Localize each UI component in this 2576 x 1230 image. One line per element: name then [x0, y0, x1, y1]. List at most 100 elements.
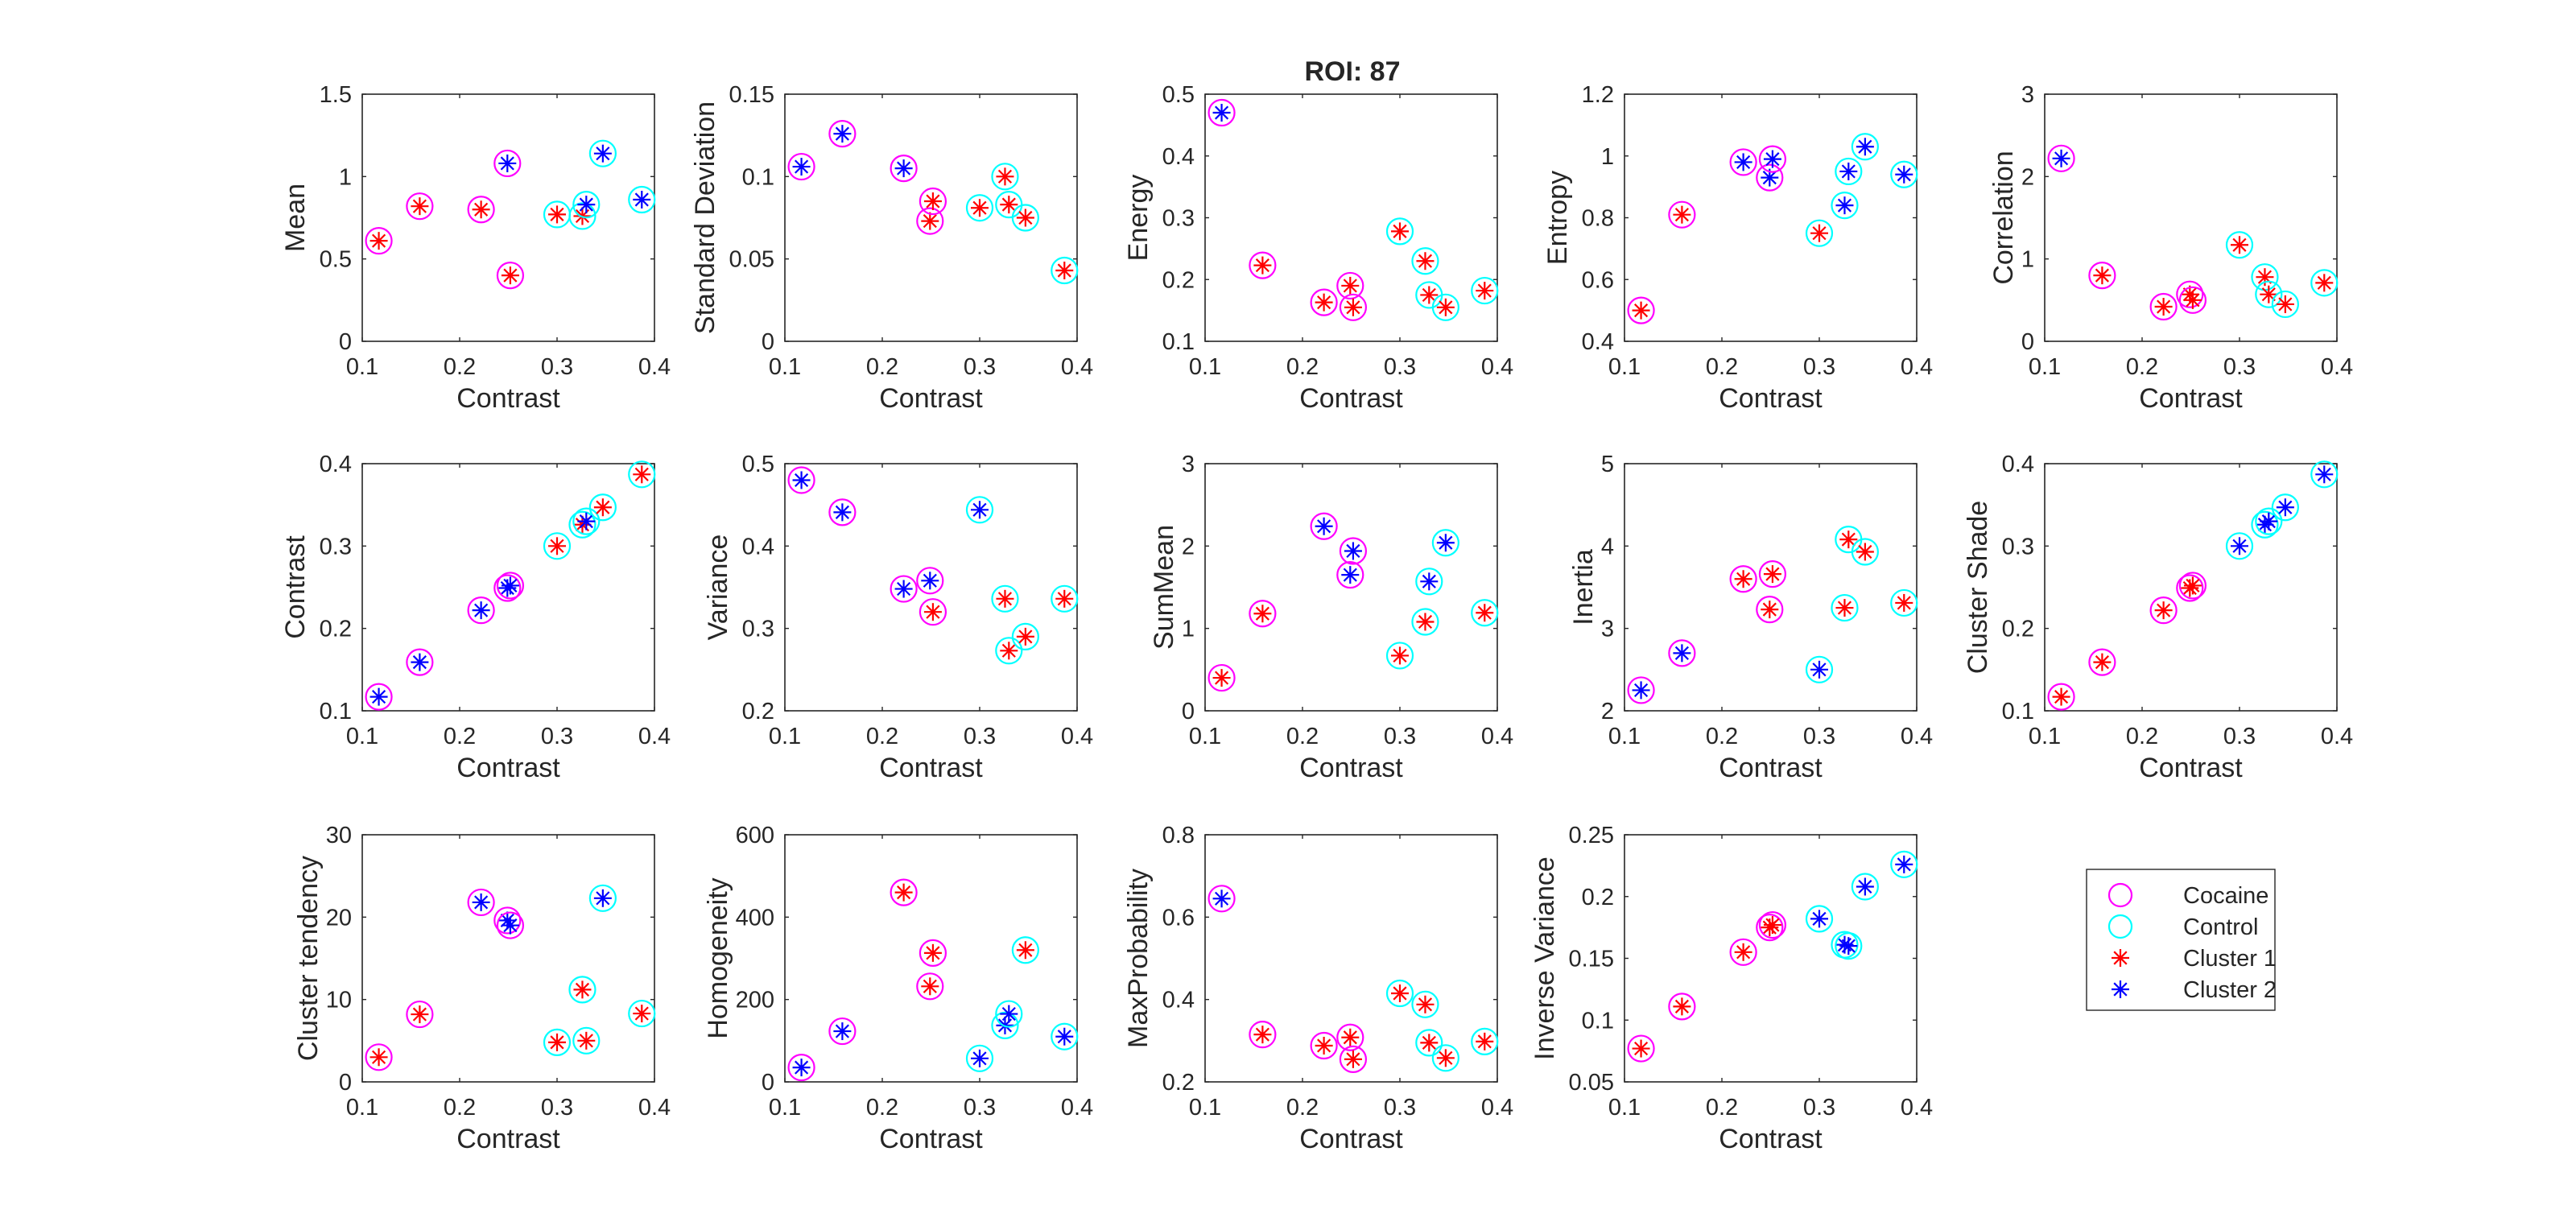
- point-cocaine-circle: [890, 575, 918, 603]
- y-tick-label: 3: [2021, 82, 2034, 108]
- y-axis-label: Correlation: [1988, 151, 2019, 284]
- point-cocaine-circle: [916, 567, 944, 595]
- legend-item-control: Control: [2107, 914, 2259, 940]
- point-cluster1-asterisk: [1673, 205, 1691, 224]
- y-tick-label: 200: [736, 988, 774, 1013]
- point-cluster2-asterisk: [792, 1059, 811, 1077]
- point-cocaine-circle: [406, 648, 434, 676]
- subplot-13: 0.1 0.2 0.3 0.40.20.40.60.8ContrastMaxProba…: [1123, 823, 1513, 1154]
- x-tick-label: 0.3: [1803, 1095, 1835, 1121]
- point-cocaine-circle: [496, 572, 525, 600]
- point-cocaine-circle: [828, 498, 857, 526]
- point-cluster2-asterisk: [472, 893, 490, 911]
- x-tick-label: 0.4: [2321, 354, 2353, 380]
- y-tick-label: 1: [1601, 144, 1614, 170]
- point-cluster1-asterisk: [1416, 995, 1435, 1013]
- point-cluster1-asterisk: [472, 200, 490, 219]
- point-control-circle: [965, 496, 994, 524]
- subplot-4: 0.1 0.2 0.3 0.4 0.4 0.6 0.8 1 1.2 Contrast Entropy: [1542, 82, 1933, 414]
- x-axis-label: Contrast: [879, 1124, 983, 1154]
- x-tick-label: 0.3: [1384, 724, 1416, 749]
- y-axis-label: Contrast: [280, 535, 311, 639]
- point-cluster1-asterisk: [1016, 941, 1034, 960]
- point-control-circle: [965, 1044, 994, 1072]
- legend-circle-marker: [2107, 914, 2133, 939]
- legend-label: Control: [2183, 914, 2259, 940]
- point-cluster1-asterisk: [633, 1005, 651, 1023]
- point-cluster1-asterisk: [1341, 1028, 1360, 1046]
- point-cluster2-asterisk: [2315, 465, 2334, 484]
- y-tick-label: 400: [736, 905, 774, 931]
- point-cluster1-asterisk: [1344, 1050, 1362, 1068]
- point-cluster1-asterisk: [1476, 604, 1494, 622]
- y-tick-label: 0.8: [1162, 823, 1195, 848]
- point-control-circle: [1385, 642, 1414, 670]
- point-control-circle: [1411, 608, 1439, 636]
- y-tick-label: 0: [762, 1070, 774, 1096]
- x-axis-label: Contrast: [456, 753, 560, 783]
- point-control-circle: [991, 584, 1019, 613]
- point-cluster1-asterisk: [1253, 256, 1272, 274]
- point-cluster2-asterisk: [921, 572, 939, 590]
- x-tick-label: 0.1: [346, 724, 378, 749]
- point-cocaine-circle: [1208, 98, 1236, 127]
- x-axis-label: Contrast: [1299, 753, 1403, 783]
- x-tick-label: 0.3: [964, 724, 996, 749]
- point-control-circle: [2271, 290, 2299, 319]
- x-axis-label: Contrast: [1719, 1124, 1823, 1154]
- y-tick-label: 0.4: [320, 452, 352, 477]
- point-cocaine-circle: [1310, 288, 1338, 316]
- point-cocaine-circle: [890, 878, 918, 906]
- point-control-circle: [1011, 622, 1039, 651]
- point-cluster1-asterisk: [2231, 236, 2248, 254]
- y-tick-label: 0.1: [742, 164, 774, 190]
- point-cocaine-circle: [467, 196, 495, 224]
- point-cocaine-circle: [916, 972, 944, 1001]
- point-cluster2-asterisk: [833, 125, 852, 143]
- point-cluster1-asterisk: [1632, 1039, 1650, 1058]
- point-cluster1-asterisk: [577, 1031, 596, 1050]
- x-axis-label: Contrast: [1299, 1124, 1403, 1154]
- point-cluster2-asterisk: [1315, 517, 1333, 535]
- point-cluster2-asterisk: [2231, 537, 2248, 555]
- point-cluster2-asterisk: [1436, 534, 1455, 552]
- axes-box: [1204, 93, 1498, 342]
- y-tick-label: 1.5: [320, 82, 352, 108]
- point-cluster1-asterisk: [369, 232, 388, 250]
- x-tick-label: 0.3: [2223, 354, 2256, 380]
- y-tick-label: 2: [1182, 534, 1195, 559]
- data-points: [1208, 885, 1499, 1073]
- y-tick-label: 0.5: [742, 452, 774, 477]
- point-cocaine-circle: [1756, 596, 1784, 624]
- point-cluster2-asterisk: [1673, 644, 1691, 662]
- point-cocaine-circle: [493, 906, 522, 935]
- point-control-circle: [2251, 510, 2279, 539]
- point-control-circle: [1011, 204, 1039, 232]
- point-cluster2-asterisk: [498, 911, 517, 930]
- point-cluster1-asterisk: [1391, 222, 1409, 241]
- point-cocaine-circle: [1729, 148, 1757, 176]
- point-cluster1-asterisk: [996, 167, 1014, 186]
- point-cocaine-circle: [919, 187, 947, 216]
- point-control-circle: [1835, 932, 1863, 960]
- point-cluster1-asterisk: [2052, 687, 2070, 706]
- point-cluster2-asterisk: [2260, 512, 2278, 530]
- point-cluster1-asterisk: [921, 977, 939, 996]
- point-cocaine-circle: [1208, 663, 1236, 692]
- point-cocaine-circle: [1627, 296, 1655, 324]
- x-tick-label: 0.3: [1384, 354, 1416, 380]
- point-cluster2-asterisk: [1420, 572, 1439, 591]
- y-tick-label: 0.5: [1162, 82, 1195, 108]
- x-tick-label: 0.1: [769, 1095, 801, 1121]
- point-cluster1-asterisk: [369, 1048, 388, 1067]
- y-tick-label: 0.3: [2002, 534, 2034, 559]
- point-cocaine-circle: [2178, 572, 2207, 600]
- point-cluster1-asterisk: [923, 603, 942, 621]
- point-control-circle: [2271, 493, 2299, 522]
- y-tick-label: 0.4: [1162, 144, 1195, 170]
- point-cluster1-asterisk: [1476, 282, 1494, 300]
- point-cocaine-circle: [919, 598, 947, 626]
- y-tick-label: 0.4: [2002, 452, 2034, 477]
- axes-box: [361, 834, 655, 1083]
- point-cluster1-asterisk: [501, 266, 519, 285]
